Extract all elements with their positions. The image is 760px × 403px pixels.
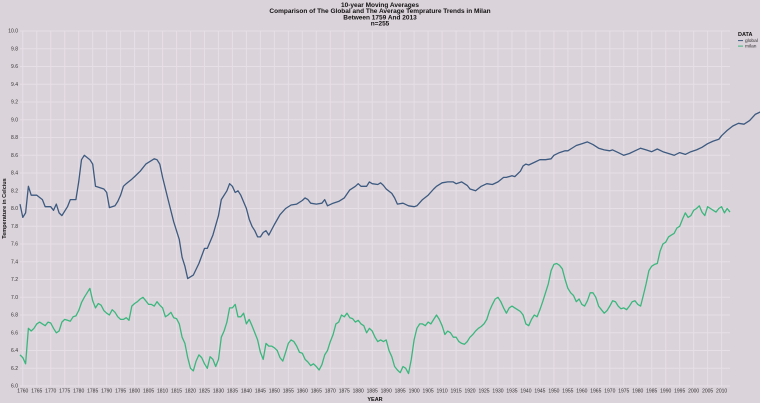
y-tick-label: 9.6: [11, 64, 18, 70]
x-tick-label: 1835: [227, 389, 238, 395]
x-tick-label: 1765: [31, 389, 42, 395]
title-line-3: n=255: [371, 21, 390, 28]
x-tick-label: 1920: [464, 389, 475, 395]
y-tick-label: 7.4: [11, 259, 18, 265]
y-tick-label: 6.6: [11, 330, 18, 336]
y-tick-label: 7.0: [11, 295, 18, 301]
x-axis-label: YEAR: [367, 397, 382, 403]
x-tick-label: 1775: [59, 389, 70, 395]
x-tick-label: 1875: [339, 389, 350, 395]
legend-label-milan: milan: [745, 44, 757, 50]
y-tick-label: 6.8: [11, 313, 18, 319]
y-tick-label: 7.2: [11, 277, 18, 283]
x-tick-label: 1870: [325, 389, 336, 395]
x-tick-label: 2010: [716, 389, 727, 395]
x-tick-label: 1950: [548, 389, 559, 395]
y-tick-label: 8.0: [11, 206, 18, 212]
x-tick-label: 1985: [646, 389, 657, 395]
x-tick-label: 1975: [618, 389, 629, 395]
x-tick-label: 1905: [423, 389, 434, 395]
x-tick-label: 1760: [17, 389, 28, 395]
title-line-1: Comparison of The Global and The Average…: [269, 8, 490, 15]
y-tick-label: 9.2: [11, 100, 18, 106]
x-tick-label: 1845: [255, 389, 266, 395]
x-axis-ticks: 1760 1765 1770 1775 1780 1785 1790 1795 1800 1805…: [17, 389, 727, 395]
x-tick-label: 1815: [171, 389, 182, 395]
legend-title: DATA: [738, 32, 752, 38]
x-tick-label: 2000: [688, 389, 699, 395]
x-tick-label: 1910: [437, 389, 448, 395]
y-tick-label: 8.6: [11, 153, 18, 159]
series-lines: [19, 111, 760, 375]
y-tick-label: 6.4: [11, 348, 18, 354]
y-tick-label: 9.8: [11, 46, 18, 52]
y-tick-label: 8.4: [11, 171, 18, 177]
x-tick-label: 1885: [367, 389, 378, 395]
x-tick-label: 1970: [604, 389, 615, 395]
x-tick-label: 1935: [506, 389, 517, 395]
x-tick-label: 1915: [451, 389, 462, 395]
x-tick-label: 1955: [562, 389, 573, 395]
x-tick-label: 1925: [478, 389, 489, 395]
title-line-2: Between 1759 And 2013: [343, 14, 417, 21]
x-tick-label: 2005: [702, 389, 713, 395]
y-tick-label: 9.4: [11, 82, 18, 88]
x-tick-label: 1795: [115, 389, 126, 395]
x-tick-label: 1860: [297, 389, 308, 395]
x-tick-label: 1825: [199, 389, 210, 395]
y-tick-label: 6.0: [11, 384, 18, 390]
y-tick-label: 6.2: [11, 366, 18, 372]
x-tick-label: 1945: [534, 389, 545, 395]
x-tick-label: 1800: [129, 389, 140, 395]
y-tick-label: 9.0: [11, 117, 18, 123]
y-tick-label: 7.8: [11, 224, 18, 230]
x-tick-label: 1840: [241, 389, 252, 395]
legend-label-global: global: [745, 38, 758, 44]
series-line-global: [19, 111, 760, 280]
x-tick-label: 1820: [185, 389, 196, 395]
x-tick-label: 1965: [590, 389, 601, 395]
x-tick-label: 1770: [45, 389, 56, 395]
x-tick-label: 1865: [311, 389, 322, 395]
x-tick-label: 1810: [157, 389, 168, 395]
x-tick-label: 1855: [283, 389, 294, 395]
x-tick-label: 1960: [576, 389, 587, 395]
x-tick-label: 1900: [409, 389, 420, 395]
x-tick-label: 1930: [492, 389, 503, 395]
x-tick-label: 1940: [520, 389, 531, 395]
x-tick-label: 1785: [87, 389, 98, 395]
y-axis-label: Temperature in Celcius: [2, 178, 8, 238]
y-tick-label: 7.6: [11, 242, 18, 248]
x-tick-label: 1990: [660, 389, 671, 395]
x-tick-label: 1830: [213, 389, 224, 395]
x-tick-label: 1850: [269, 389, 280, 395]
x-tick-label: 1995: [674, 389, 685, 395]
x-tick-label: 1895: [395, 389, 406, 395]
x-tick-label: 1890: [381, 389, 392, 395]
x-tick-label: 1790: [101, 389, 112, 395]
y-tick-label: 8.2: [11, 188, 18, 194]
y-tick-label: 8.8: [11, 135, 18, 141]
x-tick-label: 1780: [73, 389, 84, 395]
series-line-milan: [19, 205, 731, 375]
title-line-0: 10-year Moving Averages: [341, 2, 419, 9]
y-tick-label: 10.0: [8, 29, 18, 35]
y-axis-ticks: 6.0 6.2 6.4 6.6 6.8 7.0 7.2 7.4 7.6 7.8 8.0 8.2 8.4 8…: [8, 29, 18, 390]
x-tick-label: 1880: [353, 389, 364, 395]
x-tick-label: 1805: [143, 389, 154, 395]
grid: [20, 30, 730, 387]
x-tick-label: 1980: [632, 389, 643, 395]
